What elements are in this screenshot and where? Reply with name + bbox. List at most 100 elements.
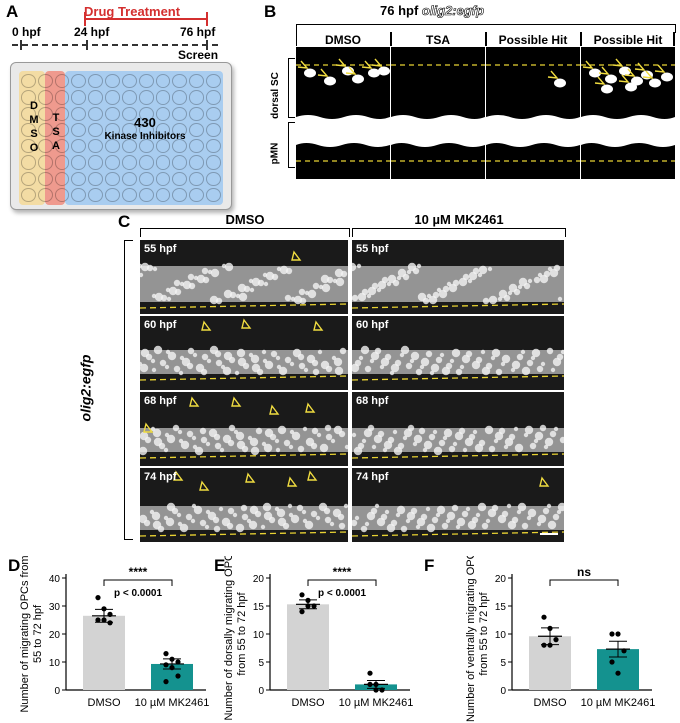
y-tick-label: 10 xyxy=(253,630,265,641)
cell-nucleus xyxy=(521,366,531,376)
cell-nucleus xyxy=(442,435,448,441)
y-label-line: Number of ventrally migrating OPCs xyxy=(465,556,477,722)
timepoint-label: 74 hpf xyxy=(144,471,177,483)
cell-nucleus xyxy=(193,505,203,515)
cell-nucleus xyxy=(517,284,523,290)
data-point xyxy=(175,673,181,679)
cell-nucleus xyxy=(199,519,207,527)
pmn-domain xyxy=(391,115,485,147)
cell-nucleus xyxy=(455,524,461,530)
plate-well xyxy=(71,106,87,121)
cell-nucleus xyxy=(291,431,301,441)
cell-nucleus xyxy=(490,355,496,361)
cell-nucleus xyxy=(191,435,197,441)
cell-nucleus xyxy=(243,285,251,293)
tick-24 xyxy=(86,40,88,50)
x-tick-label: 10 µM MK2461 xyxy=(135,697,210,709)
treatment-bar-end xyxy=(206,12,208,26)
cell-nucleus xyxy=(471,516,479,524)
cell-nucleus xyxy=(495,368,503,376)
y-label-line: Number of dorsally migrating OPCs xyxy=(223,556,235,721)
x-tick-label: DMSO xyxy=(292,697,325,709)
cell-nucleus xyxy=(262,502,272,512)
opc-cell xyxy=(554,78,566,88)
cell-nucleus xyxy=(436,505,446,515)
plate-well xyxy=(172,122,188,137)
cell-nucleus xyxy=(360,345,370,355)
arrowhead-icon xyxy=(582,60,594,69)
header-divider-2 xyxy=(485,32,487,46)
arrowhead-icon xyxy=(199,480,210,491)
pmn-domain xyxy=(296,115,390,147)
cell-nucleus xyxy=(364,521,370,527)
cell-nucleus xyxy=(206,358,212,364)
y-tick-label: 20 xyxy=(253,574,265,585)
cell-nucleus xyxy=(384,353,392,361)
y-axis-label: Number of dorsally migrating OPCsfrom 55… xyxy=(223,556,248,721)
cell-nucleus xyxy=(188,282,196,290)
plate-well xyxy=(54,90,70,105)
plate-well xyxy=(37,139,53,154)
cell-nucleus xyxy=(500,361,506,367)
schematic-bg xyxy=(581,47,675,179)
cell-nucleus xyxy=(159,359,167,367)
bar xyxy=(83,615,125,690)
cell-nucleus xyxy=(467,278,473,284)
cell-nucleus xyxy=(377,430,385,438)
bar xyxy=(287,604,329,690)
ventral-boundary xyxy=(352,531,564,537)
cell-nucleus xyxy=(274,506,280,512)
data-point xyxy=(541,642,547,648)
plate-well xyxy=(189,171,205,186)
cell-nucleus xyxy=(407,424,415,432)
cell-nucleus xyxy=(263,511,273,521)
cell-nucleus xyxy=(553,426,559,432)
y-tick-label: 10 xyxy=(49,658,61,669)
plate-well xyxy=(138,106,154,121)
cell-nucleus xyxy=(510,367,516,373)
plate-well xyxy=(54,122,70,137)
cell-nucleus xyxy=(191,503,197,509)
data-point xyxy=(311,603,317,609)
cell-nucleus xyxy=(543,444,549,450)
x-tick-label: 10 µM MK2461 xyxy=(339,697,414,709)
cell-nucleus xyxy=(366,293,372,299)
plate-well xyxy=(37,74,53,89)
data-point xyxy=(101,617,107,623)
cell-nucleus xyxy=(392,429,398,435)
bracket-c-drug xyxy=(352,228,566,237)
timepoint-label: 74 hpf xyxy=(356,471,389,483)
data-point xyxy=(547,625,553,631)
data-point xyxy=(163,679,169,685)
y-label-line: from 55 to 72 hpf xyxy=(236,591,248,675)
cell-nucleus xyxy=(426,523,436,533)
plate-well xyxy=(71,90,87,105)
x-tick-label: DMSO xyxy=(534,697,567,709)
arrowhead-icon xyxy=(624,68,636,77)
cell-nucleus xyxy=(333,357,343,367)
cell-nucleus xyxy=(318,502,328,512)
cell-nucleus xyxy=(384,509,390,515)
plate-well xyxy=(88,187,104,202)
micrograph-mk2461-3: 74 hpf xyxy=(352,468,564,542)
cell-nucleus xyxy=(306,354,316,364)
plate-well xyxy=(105,155,120,170)
cell-nucleus xyxy=(187,347,195,355)
opc-cell xyxy=(601,84,613,94)
bracket-c-dmso xyxy=(140,228,350,237)
cell-nucleus xyxy=(149,509,155,515)
plate-well xyxy=(155,74,171,89)
cell-nucleus xyxy=(442,285,450,293)
cell-nucleus xyxy=(344,444,348,450)
plate-well xyxy=(105,187,120,202)
data-point xyxy=(101,606,107,612)
cell-nucleus xyxy=(367,424,375,432)
cell-nucleus xyxy=(320,360,330,370)
cell-nucleus xyxy=(204,524,210,530)
cell-nucleus xyxy=(164,432,170,438)
opc-cell xyxy=(605,74,617,84)
cell-nucleus xyxy=(361,288,369,296)
cell-nucleus xyxy=(430,363,440,373)
cell-nucleus xyxy=(400,345,410,355)
data-point xyxy=(169,656,175,662)
